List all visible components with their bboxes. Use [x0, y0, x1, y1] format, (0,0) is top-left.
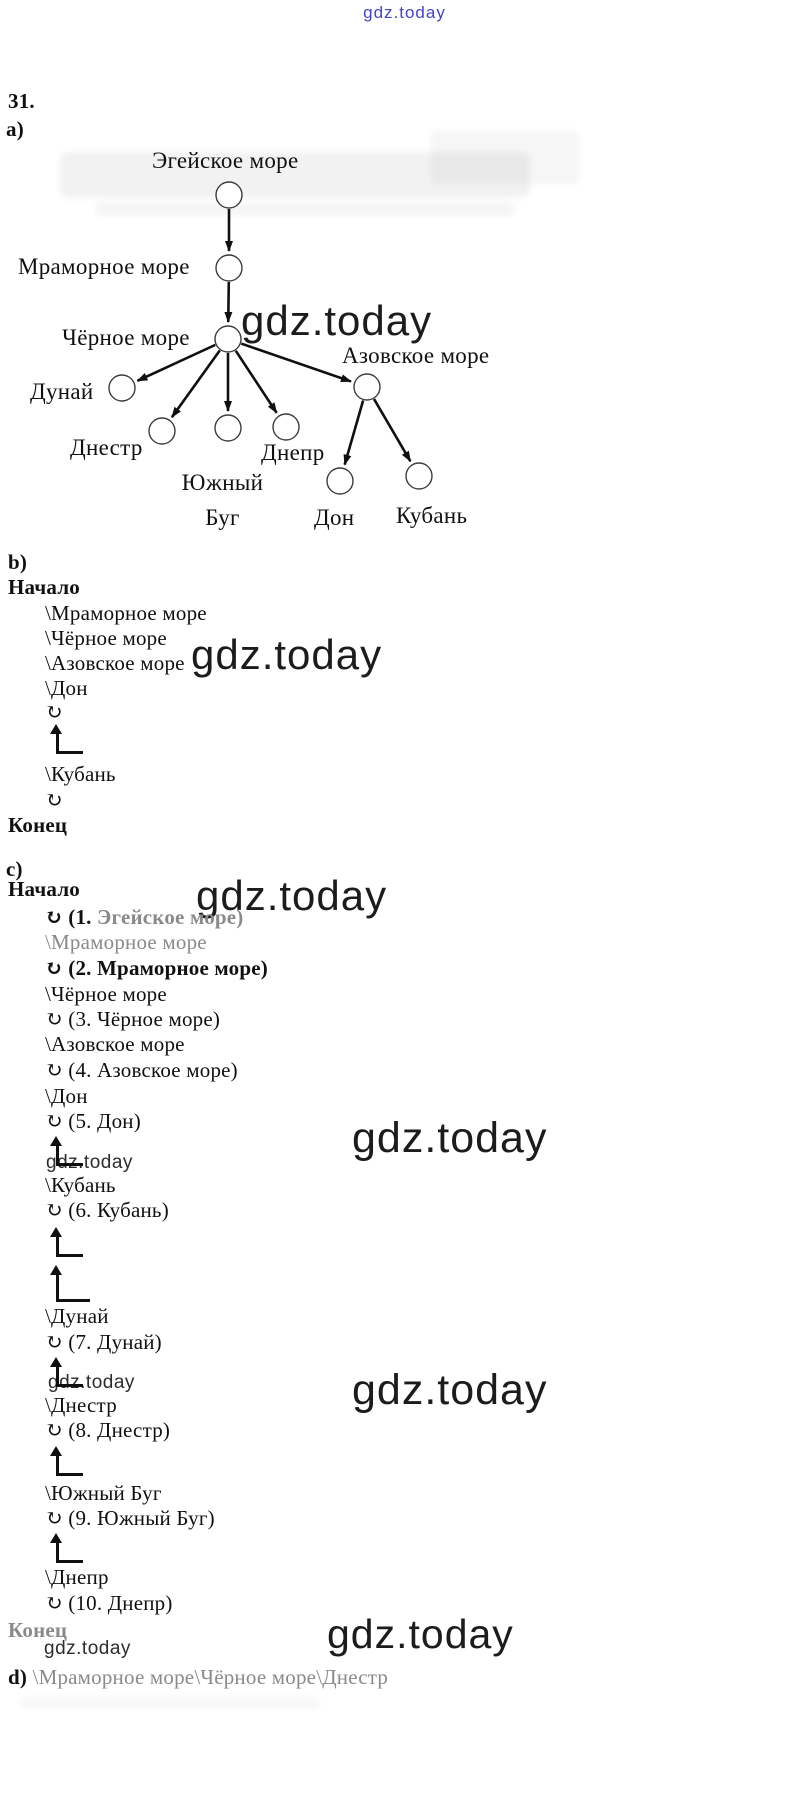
listing-line: b)	[8, 550, 28, 574]
tree-node-sbug	[214, 414, 242, 442]
listing-line: c)	[6, 857, 23, 881]
listing-line: ↻ (6. Кубань)	[45, 1198, 169, 1222]
listing-line: ↻ (2. Мраморное море)	[45, 956, 268, 980]
tree-node-kuban	[405, 462, 433, 490]
tree-label-aegean: Эгейское море	[152, 148, 299, 173]
tree-edge-black-dniester	[170, 349, 221, 418]
tree-label-dnieper: Днепр	[261, 440, 325, 465]
watermark-gdz-right-3: gdz.today	[327, 1611, 514, 1657]
listing-segment: d)	[8, 1665, 33, 1689]
tree-node-black	[214, 325, 242, 353]
listing-segment: \Мраморное море\Чёрное море\Днестр	[32, 1665, 389, 1689]
listing-line: Конец	[8, 1618, 68, 1642]
listing-line: ↻	[45, 700, 63, 724]
return-arrow	[45, 1446, 87, 1476]
watermark-gdz-small-1: gdz.today	[46, 1152, 133, 1173]
sea-river-tree-diagram	[108, 181, 433, 495]
watermark-gdz-section-c: gdz.today	[196, 872, 388, 919]
tree-label-don: Дон	[314, 505, 355, 530]
tree-label-azov: Азовское море	[342, 343, 490, 368]
return-arrow	[45, 724, 87, 754]
watermark-gdz-right-1: gdz.today	[352, 1114, 548, 1162]
tree-edge-azov-kuban	[372, 398, 412, 463]
tree-node-don	[326, 467, 354, 495]
listing-segment: ↻ (1.	[45, 905, 98, 929]
scan-noise	[95, 202, 515, 216]
listing-line: Начало	[8, 575, 81, 599]
listing-line: d) \Мраморное море\Чёрное море\Днестр	[8, 1666, 388, 1688]
tree-label-kuban: Кубань	[396, 503, 468, 528]
listing-line: 31.	[8, 89, 35, 113]
return-arrow	[45, 1227, 87, 1257]
tree-label-marmara: Мраморное море	[18, 254, 190, 279]
return-arrow	[45, 1357, 87, 1387]
listing-segment: Эгейское море)	[97, 905, 244, 929]
scan-noise	[60, 152, 530, 198]
tree-node-dniester	[148, 417, 176, 445]
listing-line: \Дон	[45, 676, 88, 700]
tree-node-aegean	[215, 181, 243, 209]
listing-line: \Южный Буг	[45, 1481, 162, 1505]
listing-line: \Мраморное море	[45, 930, 207, 954]
listing-line: ↻ (1. Эгейское море)	[45, 906, 244, 928]
tree-label-danube: Дунай	[30, 379, 94, 404]
listing-line: ↻ (4. Азовское море)	[45, 1058, 238, 1082]
tree-edge-black-dnieper	[234, 349, 278, 414]
tree-label-dniester: Днестр	[70, 435, 143, 460]
tree-node-dnieper	[272, 413, 300, 441]
listing-line: \Дон	[45, 1084, 88, 1108]
listing-line: Начало	[8, 877, 81, 901]
scan-noise	[20, 1697, 320, 1709]
listing-line: ↻ (8. Днестр)	[45, 1418, 171, 1442]
listing-line: \Азовское море	[45, 1032, 185, 1056]
tree-node-azov	[353, 373, 381, 401]
listing-line: \Азовское море	[45, 651, 185, 675]
listing-line: ↻ (7. Дунай)	[45, 1330, 162, 1354]
return-arrow	[45, 1533, 87, 1563]
watermark-gdz-right-2: gdz.today	[352, 1366, 548, 1414]
return-arrow	[45, 1136, 87, 1166]
listing-line: ↻ (9. Южный Буг)	[45, 1506, 215, 1530]
watermark-gdz-tree: gdz.today	[241, 297, 433, 344]
tree-node-danube	[108, 374, 136, 402]
tree-edge-azov-don	[343, 400, 365, 466]
watermark-gdz-top: gdz.today	[363, 3, 446, 22]
listing-line: ↻ (5. Дон)	[45, 1109, 141, 1133]
tree-edge-black-danube	[136, 343, 216, 383]
listing-line: a)	[6, 117, 24, 141]
tree-nodes	[108, 181, 433, 495]
watermark-gdz-small-3: gdz.today	[44, 1638, 131, 1659]
listing-line: \Дунай	[45, 1304, 109, 1328]
listing-line: \Кубань	[45, 762, 116, 786]
tree-edges	[136, 209, 412, 466]
tree-edge-marmara-black	[224, 281, 233, 324]
listing-line: \Чёрное море	[45, 982, 167, 1006]
listing-line: Конец	[8, 813, 68, 837]
listing-line: ↻	[45, 788, 63, 812]
tree-node-marmara	[215, 254, 243, 282]
listing-line: ↻ (3. Чёрное море)	[45, 1007, 221, 1031]
return-arrow	[45, 1265, 90, 1303]
listing-line: ↻ (10. Днепр)	[45, 1591, 173, 1615]
tree-edge-black-azov	[240, 342, 352, 383]
listing-line: \Чёрное море	[45, 626, 167, 650]
tree-label-black: Чёрное море	[62, 325, 190, 350]
watermark-gdz-small-2: gdz.today	[48, 1372, 135, 1393]
listing-line: \Днестр	[45, 1393, 117, 1417]
listing-line: \Мраморное море	[45, 601, 207, 625]
listing-line: \Кубань	[45, 1173, 116, 1197]
tree-label-sbug: Южный Буг	[181, 470, 264, 530]
listing-line: \Днепр	[45, 1565, 109, 1589]
watermark-gdz-section-b: gdz.today	[191, 631, 383, 678]
